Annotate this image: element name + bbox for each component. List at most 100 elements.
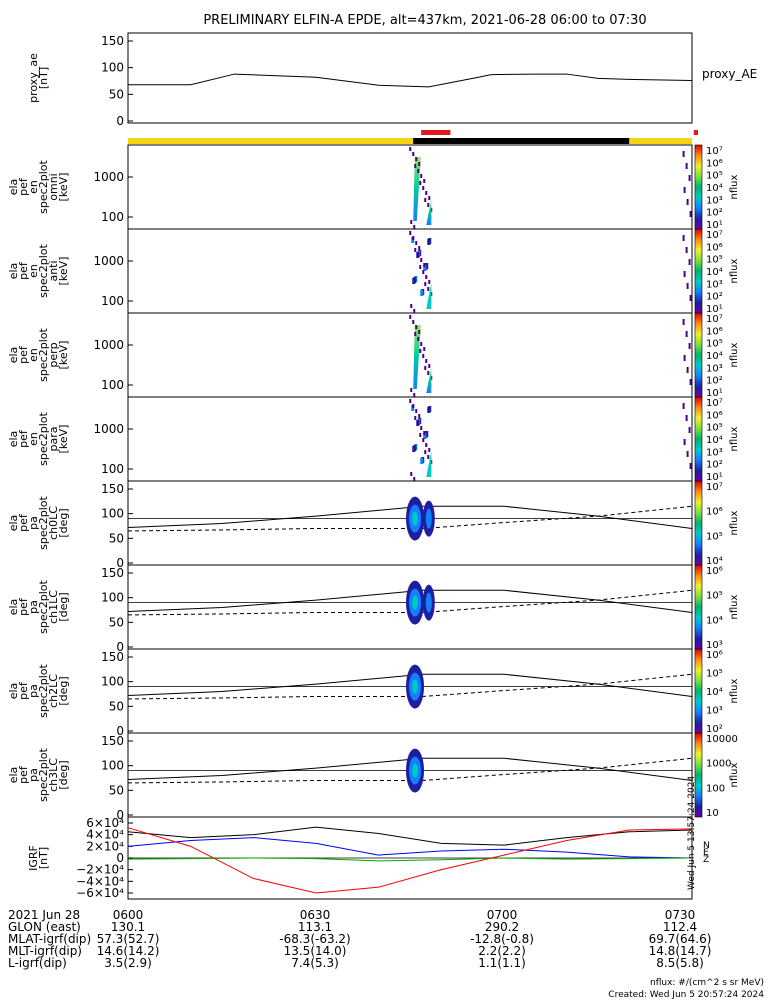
edge-pixel	[685, 247, 688, 253]
pa-blob	[412, 763, 419, 778]
edge-pixel	[683, 439, 686, 445]
noise-pixel	[409, 231, 412, 235]
y-tick-label: 0	[116, 851, 124, 865]
y-tick-label: 4×10⁴	[86, 828, 124, 842]
colorbar-label: nflux	[729, 510, 740, 535]
y-axis-label: spec2plot	[37, 244, 50, 298]
edge-pixel	[688, 343, 691, 349]
y-axis-label: [deg]	[57, 676, 70, 705]
burst-pixel	[423, 433, 427, 439]
panel-igrf: IGRF[nT] 6×10⁴4×10⁴2×10⁴0−2×10⁴−4×10⁴−6×1…	[27, 816, 693, 900]
footer-row-label: 2021 Jun 28	[8, 908, 80, 922]
edge-pixel	[686, 367, 689, 373]
colorbar	[694, 144, 703, 230]
y-axis-label: ela	[7, 767, 20, 784]
noise-pixel	[415, 241, 418, 245]
y-tick-label: 1000	[93, 170, 124, 184]
colorbar-tick-label: 10⁵	[706, 255, 723, 266]
y-axis-label: ela	[7, 683, 20, 700]
y-tick-label: 1000	[93, 422, 124, 436]
y-axis-label: pef	[17, 261, 30, 280]
footer-value: 8.5(5.8)	[656, 956, 704, 970]
burst-core	[426, 367, 432, 393]
pa-blob	[412, 511, 419, 526]
noise-pixel	[420, 426, 423, 430]
noise-pixel	[425, 275, 428, 279]
y-axis-label: pef	[17, 429, 30, 448]
colorbar-tick-label: 10⁴	[706, 556, 723, 567]
noise-pixel	[412, 404, 415, 408]
noise-pixel	[410, 472, 413, 476]
noise-pixel	[428, 196, 431, 200]
y-axis-label: en	[27, 180, 40, 194]
noise-pixel	[410, 388, 413, 392]
noise-pixel	[419, 265, 422, 269]
noise-pixel	[425, 443, 428, 447]
colorbar-tick-label: 10²	[706, 724, 723, 735]
noise-pixel	[417, 169, 420, 173]
colorbar-tick-label: 10⁴	[706, 183, 723, 194]
colorbar-tick-label: 10³	[706, 195, 723, 206]
footer-value: 0600	[113, 908, 144, 922]
edge-pixel	[686, 283, 689, 289]
footer-value: 0700	[487, 908, 518, 922]
y-tick-label: −4×10⁴	[76, 874, 124, 888]
y-tick-label: 100	[101, 462, 124, 476]
colorbar-tick-label: 10⁵	[706, 669, 723, 680]
colorbar-tick-label: 10¹	[706, 472, 723, 483]
pa-blob	[425, 592, 432, 613]
y-axis-label: anti	[47, 260, 60, 281]
colorbar-tick-label: 10000	[706, 734, 738, 745]
noise-pixel	[423, 347, 426, 351]
y-axis-label: ela	[7, 263, 20, 280]
colorbar	[694, 564, 703, 650]
noise-pixel	[414, 164, 417, 168]
noise-pixel	[420, 342, 423, 346]
colorbar-tick-label: 10⁴	[706, 435, 723, 446]
edge-pixel	[688, 175, 691, 181]
colorbar	[694, 648, 703, 734]
colorbar-label: nflux	[729, 762, 740, 787]
edge-pixel	[688, 259, 691, 265]
footer-value: 57.3(52.7)	[97, 932, 160, 946]
igrf-n-line	[127, 826, 693, 846]
panel-proxy_ae: proxy_ae[nT] 150 100 50 0	[27, 32, 693, 128]
y-tick-label: 0	[116, 724, 124, 738]
footer-value: 0630	[300, 908, 331, 922]
noise-pixel	[419, 433, 422, 437]
y-axis-label: [deg]	[57, 592, 70, 621]
colorbar	[694, 312, 703, 398]
y-axis-label: [keV]	[57, 257, 70, 286]
panel-frame	[127, 312, 693, 398]
noise-pixel	[428, 364, 431, 368]
colorbar-tick-label: 10⁵	[706, 531, 723, 542]
noise-pixel	[414, 332, 417, 336]
y-axis-label: [nT]	[37, 847, 50, 869]
y-axis-label: ela	[7, 599, 20, 616]
y-axis-label: para	[47, 427, 60, 452]
y-axis-label: pef	[17, 345, 30, 364]
noise-pixel	[415, 325, 418, 329]
vertical-timestamp: Wed Jun 5 13:57:24 2024	[687, 776, 697, 890]
y-axis-label: ch2LC	[47, 674, 60, 708]
colorbar-tick-label: 10	[706, 808, 719, 819]
colorbar-tick-label: 10⁷	[706, 146, 723, 157]
noise-pixel	[418, 414, 421, 418]
y-axis-label: spec2plot	[37, 496, 50, 550]
footer-value: 14.6(14.2)	[97, 944, 160, 958]
y-tick-label: 50	[109, 615, 124, 629]
footer-row-label: MLAT-igrf(dip)	[8, 932, 91, 946]
edge-pixel	[689, 463, 692, 469]
footer-value: -68.3(-63.2)	[279, 932, 350, 946]
y-axis-label: en	[27, 348, 40, 362]
footer: 2021 Jun 28 0600 0630 0700 0730 GLON (east) 13…	[8, 908, 764, 1000]
edge-pixel	[686, 199, 689, 205]
colorbar	[694, 732, 703, 818]
y-tick-label: 100	[101, 591, 124, 605]
noise-pixel	[417, 253, 420, 257]
y-tick-label: 0	[116, 556, 124, 570]
colorbar-tick-label: 10⁶	[706, 242, 723, 253]
pitch-ch3	[127, 748, 693, 793]
